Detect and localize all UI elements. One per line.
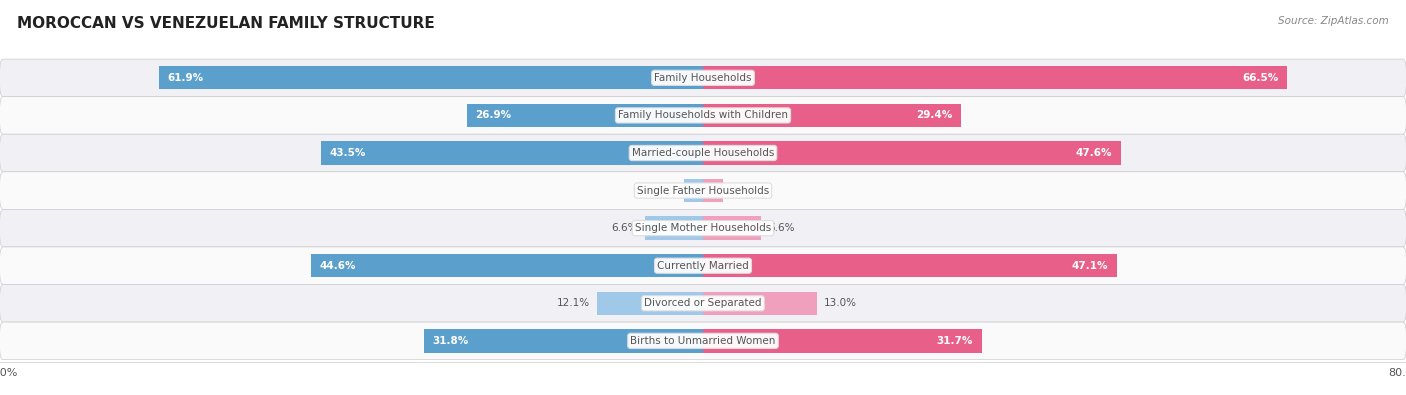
Text: 43.5%: 43.5% bbox=[329, 148, 366, 158]
FancyBboxPatch shape bbox=[0, 209, 1406, 247]
FancyBboxPatch shape bbox=[0, 322, 1406, 359]
Bar bbox=[703, 329, 981, 352]
Text: 44.6%: 44.6% bbox=[321, 261, 356, 271]
Bar bbox=[423, 329, 703, 352]
Text: 47.1%: 47.1% bbox=[1071, 261, 1108, 271]
Text: Family Households: Family Households bbox=[654, 73, 752, 83]
Bar bbox=[703, 292, 817, 315]
Text: Births to Unmarried Women: Births to Unmarried Women bbox=[630, 336, 776, 346]
FancyBboxPatch shape bbox=[0, 97, 1406, 134]
Text: 12.1%: 12.1% bbox=[557, 298, 589, 308]
Text: Single Mother Households: Single Mother Households bbox=[636, 223, 770, 233]
FancyBboxPatch shape bbox=[0, 247, 1406, 284]
Text: 47.6%: 47.6% bbox=[1076, 148, 1112, 158]
Bar bbox=[311, 254, 703, 277]
Bar bbox=[703, 66, 1288, 90]
Text: 66.5%: 66.5% bbox=[1243, 73, 1278, 83]
Bar bbox=[703, 254, 1116, 277]
Text: Single Father Households: Single Father Households bbox=[637, 186, 769, 196]
Text: Divorced or Separated: Divorced or Separated bbox=[644, 298, 762, 308]
FancyBboxPatch shape bbox=[0, 134, 1406, 172]
Text: 31.7%: 31.7% bbox=[936, 336, 973, 346]
Bar bbox=[703, 179, 723, 202]
Text: Source: ZipAtlas.com: Source: ZipAtlas.com bbox=[1278, 16, 1389, 26]
FancyBboxPatch shape bbox=[0, 172, 1406, 209]
Text: 2.2%: 2.2% bbox=[650, 186, 676, 196]
Bar bbox=[703, 104, 962, 127]
Text: Married-couple Households: Married-couple Households bbox=[631, 148, 775, 158]
Text: 2.3%: 2.3% bbox=[730, 186, 756, 196]
Bar bbox=[159, 66, 703, 90]
Text: Currently Married: Currently Married bbox=[657, 261, 749, 271]
Bar bbox=[703, 216, 761, 240]
Text: 31.8%: 31.8% bbox=[433, 336, 468, 346]
Text: 26.9%: 26.9% bbox=[475, 111, 512, 120]
Text: 13.0%: 13.0% bbox=[824, 298, 858, 308]
Bar bbox=[703, 141, 1122, 165]
Text: 61.9%: 61.9% bbox=[167, 73, 204, 83]
Bar bbox=[596, 292, 703, 315]
Text: 29.4%: 29.4% bbox=[917, 111, 953, 120]
FancyBboxPatch shape bbox=[0, 284, 1406, 322]
Text: 6.6%: 6.6% bbox=[612, 223, 638, 233]
Bar bbox=[321, 141, 703, 165]
Bar bbox=[683, 179, 703, 202]
FancyBboxPatch shape bbox=[0, 59, 1406, 97]
Bar bbox=[467, 104, 703, 127]
Text: MOROCCAN VS VENEZUELAN FAMILY STRUCTURE: MOROCCAN VS VENEZUELAN FAMILY STRUCTURE bbox=[17, 16, 434, 31]
Text: Family Households with Children: Family Households with Children bbox=[619, 111, 787, 120]
Text: 6.6%: 6.6% bbox=[768, 223, 794, 233]
Bar bbox=[645, 216, 703, 240]
